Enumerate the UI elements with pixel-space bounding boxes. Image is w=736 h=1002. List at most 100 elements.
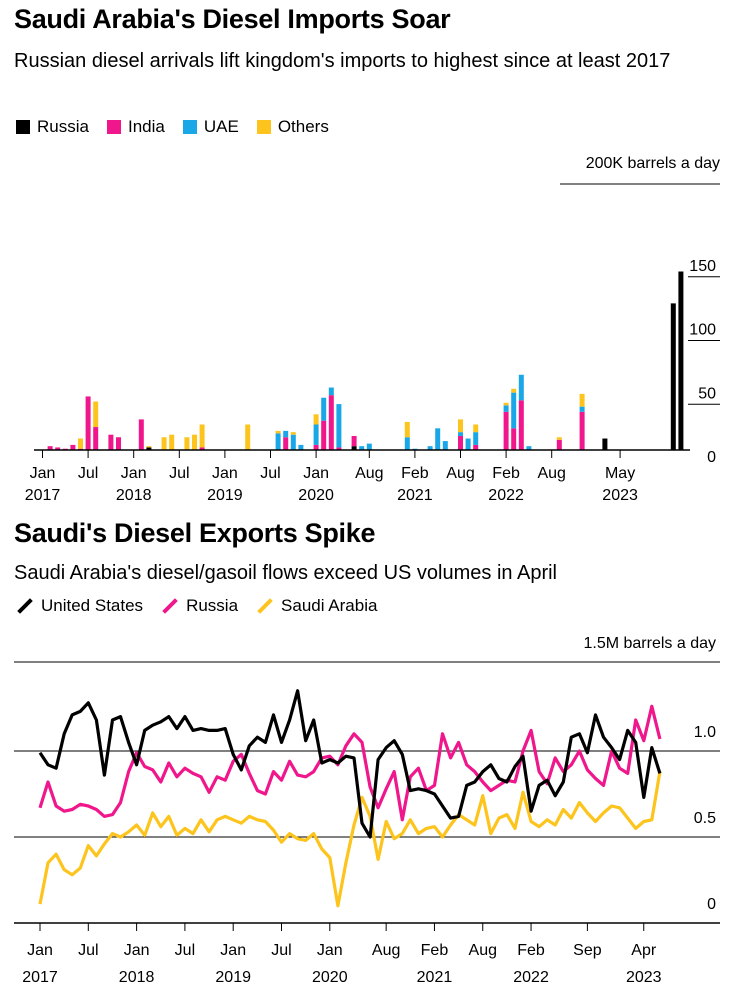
x-tick-label-12: Jan [121,465,147,482]
bar-uae-53 [442,441,448,450]
chart1-subtitle: Russian diesel arrivals lift kingdom's i… [14,50,671,72]
bar-india-41 [351,435,357,447]
legend-swatch-russia [16,120,30,134]
x-tick-label-49: Feb [401,465,429,482]
legend-india: India [106,117,165,137]
x-tick-label-24: Jan [212,465,238,482]
bar-india-63 [518,400,524,450]
bar-others-48 [404,421,410,438]
bar-others-33 [290,432,296,435]
series-line-united-states [38,689,662,839]
bar-russia-41 [351,446,357,450]
chart2-title: Saudi's Diesel Exports Spike [14,518,376,548]
legend-swatch-others [256,120,271,134]
bar-uae-38 [328,387,334,396]
bar-uae-36 [313,424,319,445]
bar-russia-83 [670,303,676,450]
exports-line-chart: 1.5M barrels a day 0 0.5 1.0 Jan 2017 Jul Jan 20… [14,635,720,986]
bar-uae-32 [283,430,289,438]
x-tick-label2-75: Apr [631,942,657,959]
bar-india-32 [283,437,289,450]
bar-india-9 [108,434,114,450]
bar-others-19 [184,437,190,450]
legend-line-saudi-arabia [257,598,273,614]
bar-others-7 [93,401,99,428]
legend-line-russia [162,598,178,614]
bar-uae-51 [427,446,433,450]
bar-others-17 [169,434,175,450]
bar-india-4 [70,444,76,450]
bar-india-13 [138,419,144,450]
x-tick-label2-12: Jan [124,942,150,959]
x-tick-label2-0: Jan [27,942,53,959]
bar-others-71 [579,393,585,407]
y-axis-unit-label-2: 1.5M barrels a day [583,635,716,652]
x-tick-year-24: 2019 [207,487,243,503]
x-tick-year2-36: 2020 [312,969,348,986]
series-line-russia [38,704,662,822]
x-tick-year2-0: 2017 [22,969,58,986]
x-tick-label2-61: Feb [517,942,545,959]
legend-uae: UAE [182,117,239,137]
legend-united-states: United States [16,596,143,616]
legend-label-russia: Russia [37,117,89,136]
bar-others-55 [458,419,463,433]
bar-uae-33 [290,434,296,450]
x-tick-label2-68: Sep [573,942,602,959]
x-tick-year2-61: 2022 [513,969,549,986]
x-tick-year-0: 2017 [25,487,61,503]
bar-uae-71 [579,406,585,412]
y-tick-label-0: 0 [707,449,716,466]
legend-label-uae: UAE [203,117,239,136]
x-tick-label-61: Feb [492,465,520,482]
chart2-legend: United States Russia Saudi Arabia [16,596,377,616]
bar-india-62 [511,428,517,450]
bar-others-21 [199,424,205,448]
legend-label-russia-line: Russia [186,596,239,615]
bar-india-10 [116,437,121,450]
bar-uae-55 [458,432,463,436]
bar-others-68 [556,437,562,440]
legend-line-united-states [17,598,33,614]
legend-russia: Russia [16,117,89,137]
bar-india-37 [321,420,327,450]
chart1-title: Saudi Arabia's Diesel Imports Soar [14,4,451,34]
bar-india-6 [85,396,91,450]
chart1-legend: Russia India UAE Others [16,117,329,137]
bar-uae-63 [518,374,524,401]
x-tick-label-30: Jul [260,465,280,482]
x-tick-label-67: Aug [537,465,565,482]
y-tick-label-100: 100 [689,322,716,339]
x-tick-label2-30: Jul [271,942,291,959]
bar-russia-74 [602,438,608,450]
x-tick-year2-24: 2019 [215,969,251,986]
series-line-saudi-arabia [38,771,662,908]
legend-label-saudi-arabia: Saudi Arabia [281,596,378,615]
y-tick-label-50: 50 [698,385,716,402]
bar-others-16 [161,437,167,450]
bar-uae-37 [321,397,327,421]
x-tick-label2-49: Feb [421,942,449,959]
bar-india-1 [47,446,53,450]
bar-india-39 [336,447,342,450]
bar-russia-84 [678,271,684,450]
legend-russia-line: Russia [161,596,238,616]
imports-bar-chart: 200K barrels a day 0 50 100 150 Jan 2017 Jul Jan… [25,155,720,503]
bar-russia-14 [146,447,152,450]
bar-uae-52 [435,428,441,450]
bar-uae-64 [526,446,532,450]
bar-india-68 [556,439,562,450]
y-tick-label-150: 150 [689,258,716,275]
bar-india-57 [473,444,479,450]
bar-uae-34 [298,444,304,450]
x-tick-year-76: 2023 [602,487,638,503]
y-tick-label2-1: 1.0 [694,724,716,741]
x-tick-label2-24: Jan [220,942,246,959]
bar-others-36 [313,414,319,425]
bar-india-61 [503,411,509,450]
bar-uae-61 [503,405,509,412]
bar-india-36 [313,444,319,450]
bar-others-20 [192,434,197,450]
x-tick-label-43: Aug [355,465,383,482]
y-tick-label2-0: 0 [707,896,716,913]
